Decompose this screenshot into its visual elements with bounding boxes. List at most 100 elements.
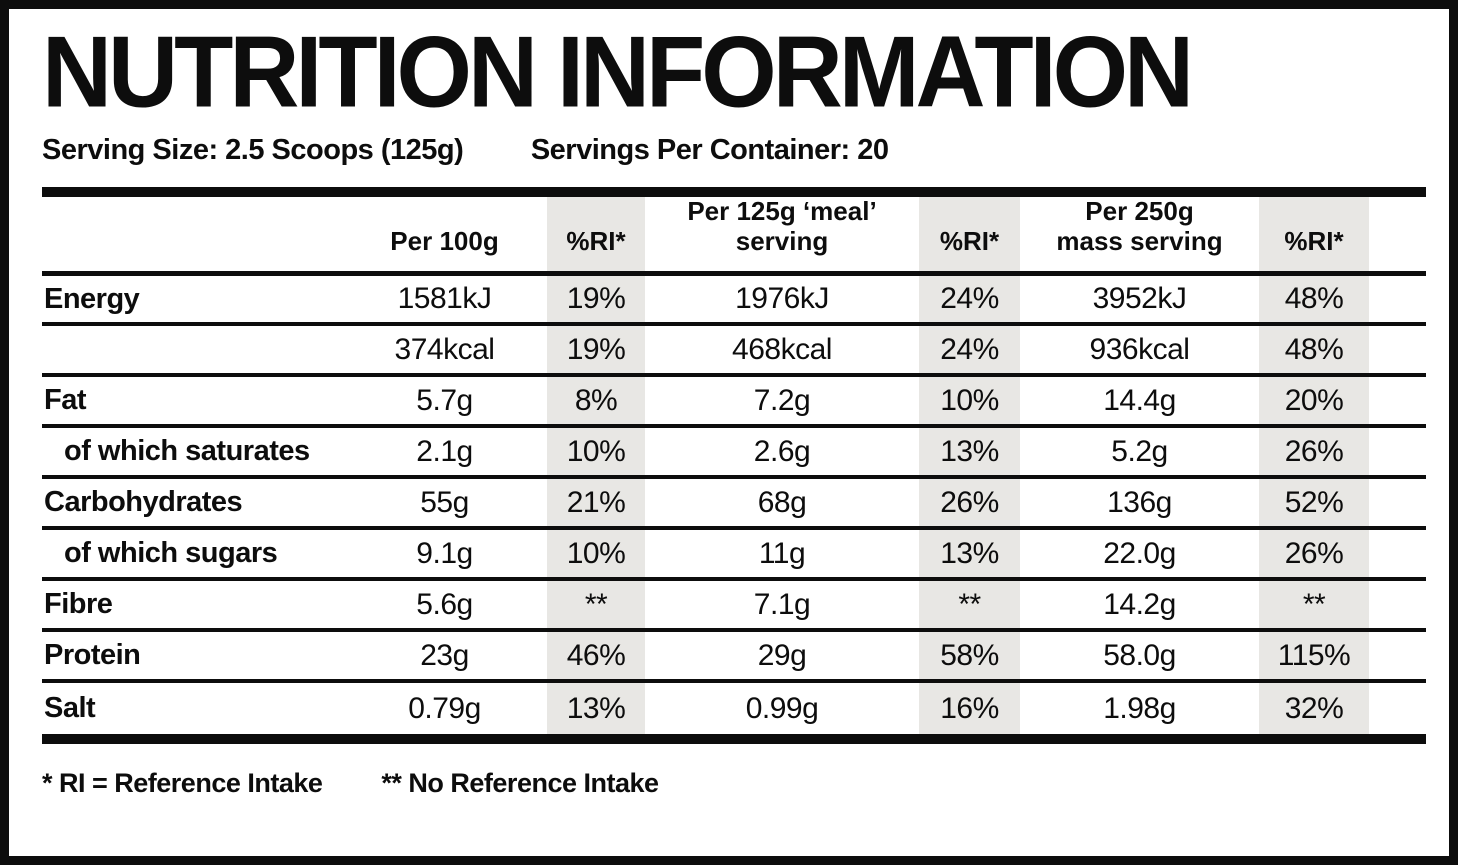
nutrition-table: Per 100g %RI* Per 125g ‘meal’ serving %R… [42, 187, 1426, 745]
value-ri-250g: 48% [1259, 322, 1369, 376]
value-per-100g: 0.79g [342, 679, 547, 740]
value-per-125g: 0.99g [645, 679, 919, 740]
row-label: Protein [42, 628, 342, 682]
spacer-cell [1369, 475, 1426, 529]
value-ri-100g: 19% [547, 273, 645, 325]
value-per-250g: 936kcal [1020, 322, 1259, 376]
row-label: Salt [42, 679, 342, 740]
value-ri-100g: 10% [547, 424, 645, 478]
header-per-250g: Per 250g mass serving [1020, 192, 1259, 276]
value-per-125g: 7.2g [645, 373, 919, 427]
value-ri-125g: 10% [919, 373, 1020, 427]
spacer-cell [1369, 679, 1426, 740]
value-ri-250g: 20% [1259, 373, 1369, 427]
value-ri-100g: 46% [547, 628, 645, 682]
no-reference-intake-note: ** No Reference Intake [381, 768, 659, 799]
spacer-cell [1369, 526, 1426, 580]
spacer-cell [1369, 577, 1426, 631]
header-ri-100g: %RI* [547, 192, 645, 276]
value-per-250g: 14.2g [1020, 577, 1259, 631]
spacer-cell [1369, 273, 1426, 324]
table-row-salt: Salt 0.79g 13% 0.99g 16% 1.98g 32% [42, 679, 1426, 740]
value-ri-125g: 58% [919, 628, 1020, 682]
value-ri-125g: 24% [919, 273, 1020, 325]
value-ri-125g: 24% [919, 322, 1020, 376]
spacer-cell [1369, 424, 1426, 478]
value-ri-125g: ** [919, 577, 1020, 631]
value-per-100g: 374kcal [342, 322, 547, 376]
value-ri-250g: 26% [1259, 526, 1369, 580]
value-ri-100g: ** [547, 577, 645, 631]
value-per-125g: 7.1g [645, 577, 919, 631]
header-blank [42, 192, 342, 276]
page-title: NUTRITION INFORMATION [42, 14, 1194, 129]
value-per-125g: 1976kJ [735, 282, 829, 316]
table-row-energy-kcal: 374kcal 19% 468kcal 24% 936kcal 48% [42, 322, 1426, 376]
spacer-cell [1369, 322, 1426, 376]
value-ri-125g: 16% [919, 679, 1020, 740]
table-header: Per 100g %RI* Per 125g ‘meal’ serving %R… [42, 192, 1426, 276]
serving-info: Serving Size: 2.5 Scoops (125g) Servings… [42, 134, 1426, 167]
table-row-protein: Protein 23g 46% 29g 58% 58.0g 115% [42, 628, 1426, 682]
value-per-250g: 22.0g [1020, 526, 1259, 580]
row-label: Energy [44, 282, 140, 315]
value-per-100g: 55g [342, 475, 547, 529]
serving-size-text: Serving Size: 2.5 Scoops (125g) [42, 134, 464, 166]
value-ri-100g: 21% [547, 475, 645, 529]
row-label [42, 322, 342, 376]
reference-intake-note: * RI = Reference Intake [42, 768, 323, 799]
value-per-125g: 468kcal [645, 322, 919, 376]
table-row-fat: Fat 5.7g 8% 7.2g 10% 14.4g 20% [42, 373, 1426, 427]
value-ri-250g: ** [1259, 577, 1369, 631]
table-row-sugars: of which sugars 9.1g 10% 11g 13% 22.0g 2… [42, 526, 1426, 580]
spacer-cell [1369, 373, 1426, 427]
value-ri-125g: 13% [919, 526, 1020, 580]
value-per-125g: 2.6g [645, 424, 919, 478]
header-ri-125g: %RI* [919, 192, 1020, 276]
value-per-100g: 5.6g [342, 577, 547, 631]
row-label: Carbohydrates [42, 475, 342, 529]
row-label: Fat [42, 373, 342, 427]
value-ri-125g: 26% [919, 475, 1020, 529]
header-ri-250g: %RI* [1259, 192, 1369, 276]
value-per-250g: 1.98g [1020, 679, 1259, 740]
table-body: Energy 1581kJ 19% 1976kJ 24% 3952kJ 48% … [42, 273, 1426, 740]
value-per-100g: 5.7g [342, 373, 547, 427]
value-ri-100g: 8% [547, 373, 645, 427]
footnote: * RI = Reference Intake ** No Reference … [42, 768, 1426, 799]
value-ri-100g: 13% [547, 679, 645, 740]
table-row-saturates: of which saturates 2.1g 10% 2.6g 13% 5.2… [42, 424, 1426, 478]
header-per-100g: Per 100g [342, 192, 547, 276]
value-ri-100g: 19% [547, 322, 645, 376]
value-per-125g: 29g [645, 628, 919, 682]
table-row-carbohydrates: Carbohydrates 55g 21% 68g 26% 136g 52% [42, 475, 1426, 529]
value-ri-125g: 13% [919, 424, 1020, 478]
value-ri-250g: 26% [1259, 424, 1369, 478]
value-ri-250g: 48% [1259, 273, 1369, 325]
table-row-energy-kj: Energy 1581kJ 19% 1976kJ 24% 3952kJ 48% [42, 273, 1426, 325]
header-spacer [1369, 192, 1426, 276]
row-label: Fibre [42, 577, 342, 631]
value-per-100g: 9.1g [342, 526, 547, 580]
value-ri-250g: 115% [1259, 628, 1369, 682]
value-per-250g: 3952kJ [1092, 282, 1187, 316]
value-ri-250g: 32% [1259, 679, 1369, 740]
header-row: Per 100g %RI* Per 125g ‘meal’ serving %R… [42, 192, 1426, 276]
value-per-100g: 2.1g [342, 424, 547, 478]
table-row-fibre: Fibre 5.6g ** 7.1g ** 14.2g ** [42, 577, 1426, 631]
row-label: of which sugars [42, 526, 342, 580]
value-per-125g: 11g [645, 526, 919, 580]
spacer-cell [1369, 628, 1426, 682]
header-per-125g: Per 125g ‘meal’ serving [645, 192, 919, 276]
servings-per-container-text: Servings Per Container: 20 [530, 134, 889, 166]
value-per-250g: 14.4g [1020, 373, 1259, 427]
value-per-250g: 5.2g [1020, 424, 1259, 478]
value-ri-250g: 52% [1259, 475, 1369, 529]
value-per-250g: 58.0g [1020, 628, 1259, 682]
label-content: NUTRITION INFORMATION Serving Size: 2.5 … [9, 9, 1449, 799]
value-per-250g: 136g [1020, 475, 1259, 529]
row-label: of which saturates [42, 424, 342, 478]
value-per-100g: 1581kJ [397, 282, 492, 316]
value-per-125g: 68g [645, 475, 919, 529]
